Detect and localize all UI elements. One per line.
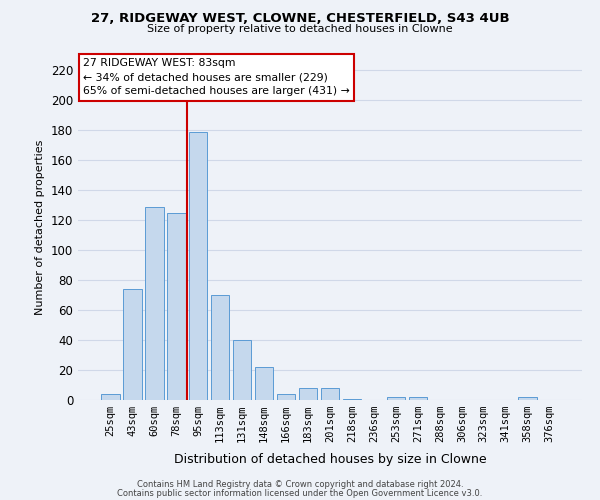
Bar (255, 367, 274, 400)
Bar (343, 398, 361, 400)
Bar (167, 212, 185, 400)
X-axis label: Distribution of detached houses by size in Clowne: Distribution of detached houses by size … (173, 454, 487, 466)
Bar (189, 132, 208, 400)
Text: 27 RIDGEWAY WEST: 83sqm
← 34% of detached houses are smaller (229)
65% of semi-d: 27 RIDGEWAY WEST: 83sqm ← 34% of detache… (83, 58, 350, 96)
Bar (299, 388, 317, 400)
Bar (386, 397, 405, 400)
Bar (320, 388, 340, 400)
Bar (277, 394, 295, 400)
Y-axis label: Number of detached properties: Number of detached properties (35, 140, 45, 315)
Bar (211, 295, 229, 400)
Bar (101, 394, 119, 400)
Text: Contains HM Land Registry data © Crown copyright and database right 2024.: Contains HM Land Registry data © Crown c… (137, 480, 463, 489)
Bar (233, 340, 251, 400)
Text: Contains public sector information licensed under the Open Government Licence v3: Contains public sector information licen… (118, 488, 482, 498)
Bar (409, 397, 427, 400)
Text: 27, RIDGEWAY WEST, CLOWNE, CHESTERFIELD, S43 4UB: 27, RIDGEWAY WEST, CLOWNE, CHESTERFIELD,… (91, 12, 509, 26)
Bar (145, 206, 164, 400)
Text: Size of property relative to detached houses in Clowne: Size of property relative to detached ho… (147, 24, 453, 34)
Bar (518, 397, 537, 400)
Bar (123, 289, 142, 400)
